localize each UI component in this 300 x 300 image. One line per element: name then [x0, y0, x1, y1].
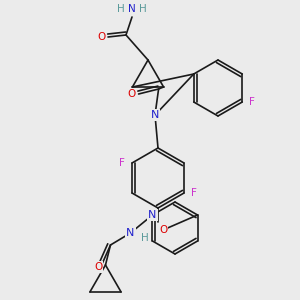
- Text: H: H: [117, 4, 125, 14]
- Text: O: O: [94, 262, 103, 272]
- Text: N: N: [128, 4, 136, 14]
- Text: F: F: [191, 188, 197, 198]
- Text: N: N: [126, 228, 135, 238]
- Text: O: O: [97, 32, 105, 42]
- Text: N: N: [148, 210, 157, 220]
- Text: H: H: [139, 4, 147, 14]
- Text: N: N: [151, 110, 159, 120]
- Text: O: O: [128, 89, 136, 99]
- Text: H: H: [141, 233, 148, 243]
- Text: F: F: [119, 158, 125, 168]
- Text: F: F: [249, 97, 255, 107]
- Text: O: O: [159, 225, 167, 235]
